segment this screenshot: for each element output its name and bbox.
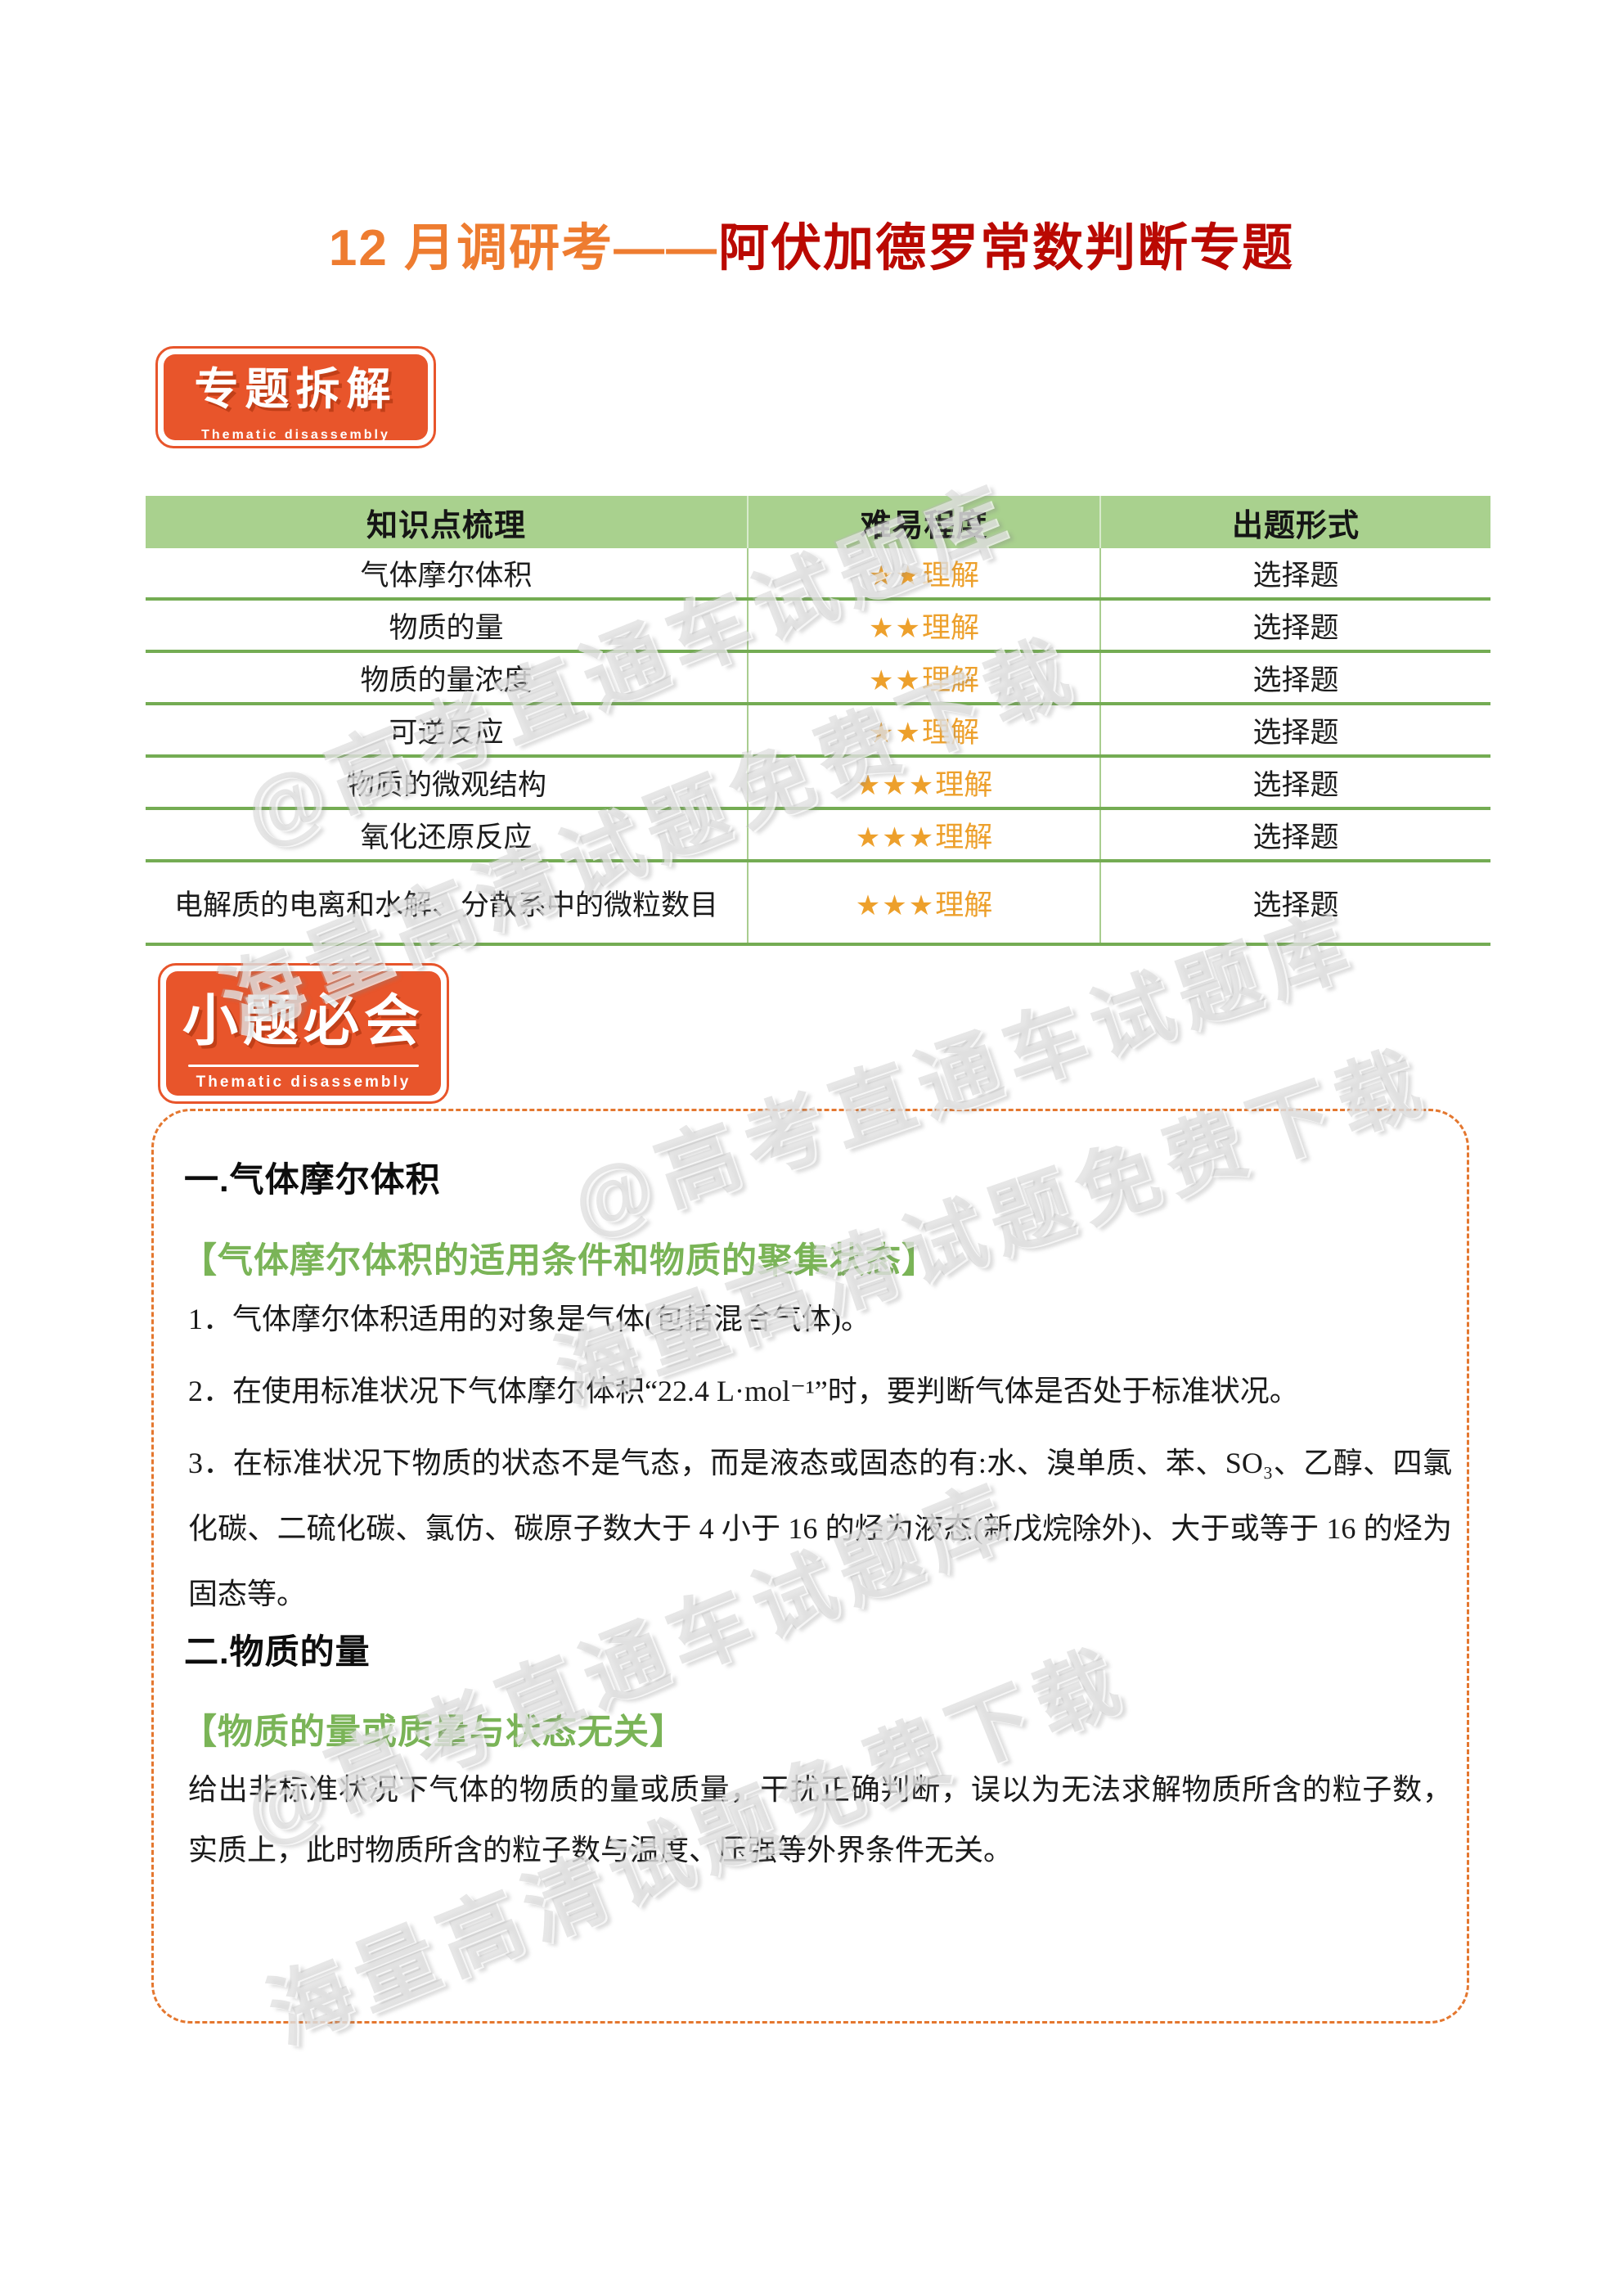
badge-chinese-label: 专题拆解 [194,364,398,414]
page-title-prefix: 12 月调研考—— [328,220,719,277]
star-rating: ★★ [869,716,922,750]
header-knowledge-points: 知识点梳理 [146,496,748,548]
table-row: 氧化还原反应 ★★★理解 选择题 [146,807,1490,861]
star-rating: ★★ [869,611,922,645]
topic-cell: 氧化还原反应 [146,807,748,861]
section-two-paragraph: 给出非标准状况下气体的物质的量或质量，干扰正确判断，误以为无法求解物质所含的粒子… [188,1773,1452,1866]
difficulty-label: 理解 [935,768,993,801]
difficulty-cell: ★★理解 [747,702,1100,756]
section-two-title: 二.物质的量 [184,1632,371,1671]
format-cell: 选择题 [1099,597,1490,651]
section-one-item-3: 3．在标准状况下物质的状态不是气态，而是液态或固态的有:水、溴单质、苯、SO₃、… [188,1447,1452,1610]
difficulty-cell: ★★理解 [747,650,1100,704]
difficulty-label: 理解 [921,559,979,592]
difficulty-label: 理解 [935,889,993,921]
section-one-green-heading: 【气体摩尔体积的适用条件和物质的聚集状态】 [182,1241,937,1281]
stamp-badge-inner: 小题必会 Thematic disassembly [166,971,441,1096]
stamp-badge-thematic-disassembly: 专题拆解 Thematic disassembly [155,346,436,448]
difficulty-label: 理解 [921,611,979,644]
section-one-item-2: 2．在使用标准状况下气体摩尔体积“22.4 L·mol⁻¹”时，要判断气体是否处… [188,1375,1299,1407]
table-row: 物质的量浓度 ★★理解 选择题 [146,650,1490,704]
difficulty-cell: ★★★理解 [747,859,1100,946]
table-row: 物质的微观结构 ★★★理解 选择题 [146,754,1490,808]
difficulty-label: 理解 [921,664,979,696]
topic-cell: 物质的量浓度 [146,650,748,704]
topic-cell: 可逆反应 [146,702,748,756]
star-rating: ★★★ [855,768,936,802]
header-question-format: 出题形式 [1099,496,1490,548]
page-title-main: 阿伏加德罗常数判断专题 [718,220,1295,277]
format-cell: 选择题 [1099,702,1490,756]
format-cell: 选择题 [1099,754,1490,808]
format-cell: 选择题 [1099,807,1490,861]
header-difficulty: 难易程度 [747,496,1100,548]
table-row: 可逆反应 ★★理解 选择题 [146,702,1490,756]
badge-english-label: Thematic disassembly [201,427,390,442]
table-header-row: 知识点梳理 难易程度 出题形式 [146,496,1490,548]
page-title: 12 月调研考——阿伏加德罗常数判断专题 [0,206,1623,280]
notes-dashed-box [151,1109,1469,2024]
difficulty-label: 理解 [921,716,979,749]
format-cell: 选择题 [1099,548,1490,599]
difficulty-cell: ★★理解 [747,548,1100,599]
section-one-title: 一.气体摩尔体积 [184,1160,441,1199]
star-rating: ★★ [869,559,922,592]
badge-divider-line [187,1065,420,1067]
knowledge-points-table: 知识点梳理 难易程度 出题形式 气体摩尔体积 ★★理解 选择题 物质的量 ★★理… [146,496,1490,946]
difficulty-cell: ★★★理解 [747,807,1100,861]
topic-cell: 气体摩尔体积 [146,548,748,599]
difficulty-label: 理解 [935,821,993,853]
table-row: 物质的量 ★★理解 选择题 [146,597,1490,651]
difficulty-cell: ★★理解 [747,597,1100,651]
table-row: 电解质的电离和水解、分散系中的微粒数目 ★★★理解 选择题 [146,859,1490,946]
table-row: 气体摩尔体积 ★★理解 选择题 [146,548,1490,599]
stamp-badge-must-know: 小题必会 Thematic disassembly [158,963,449,1104]
topic-cell: 物质的微观结构 [146,754,748,808]
badge-english-label: Thematic disassembly [196,1074,411,1091]
section-one-item-1: 1．气体摩尔体积适用的对象是气体(包括混合气体)。 [188,1303,870,1335]
format-cell: 选择题 [1099,650,1490,704]
stamp-badge-inner: 专题拆解 Thematic disassembly [164,354,428,442]
topic-cell: 物质的量 [146,597,748,651]
format-cell: 选择题 [1099,859,1490,946]
star-rating: ★★★ [855,821,936,854]
star-rating: ★★★ [855,889,936,922]
section-two-green-heading: 【物质的量或质量与状态无关】 [182,1713,686,1752]
star-rating: ★★ [869,664,922,697]
topic-cell: 电解质的电离和水解、分散系中的微粒数目 [146,859,748,946]
badge-chinese-label: 小题必会 [182,990,425,1052]
difficulty-cell: ★★★理解 [747,754,1100,808]
